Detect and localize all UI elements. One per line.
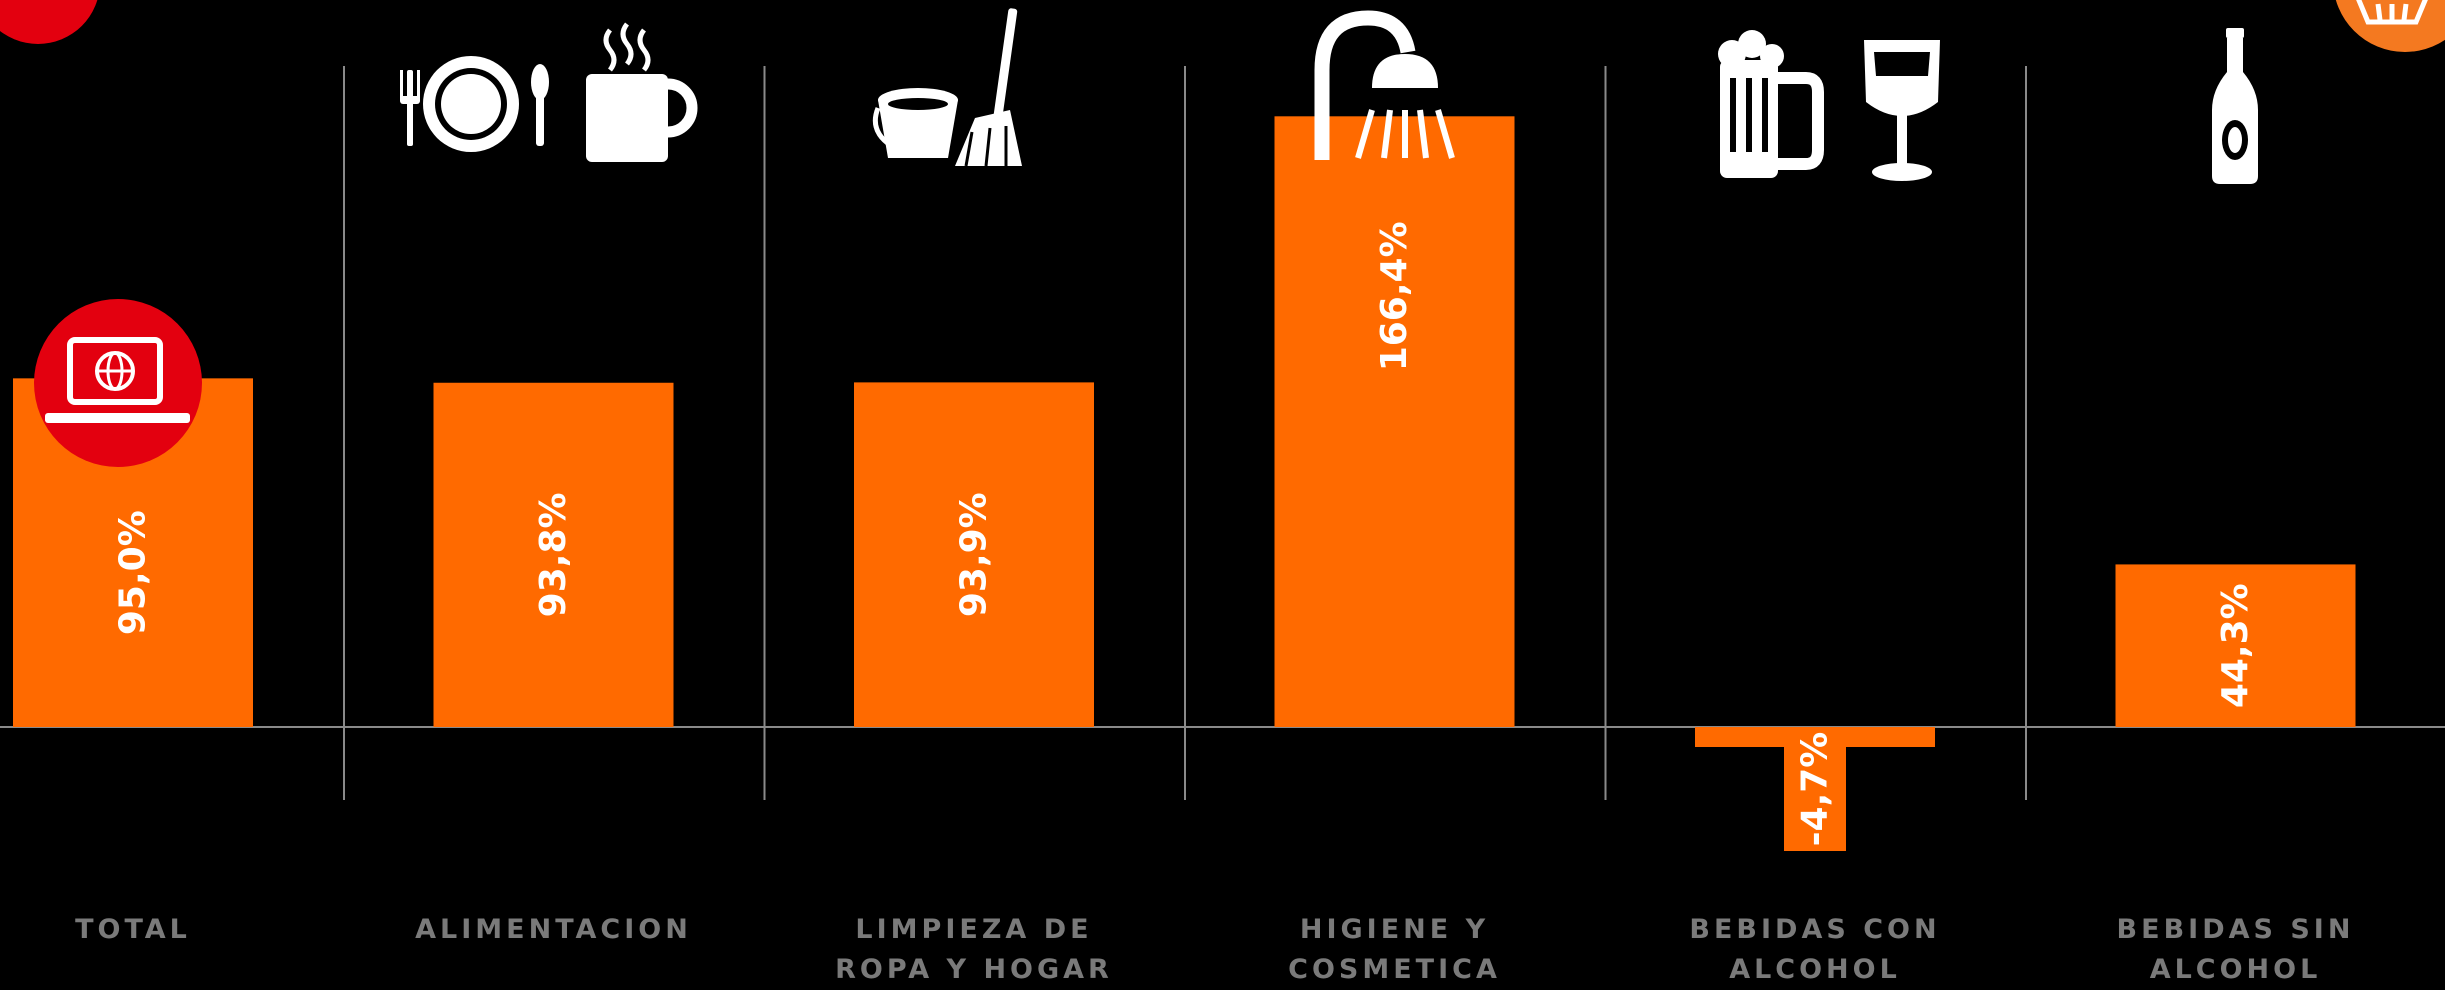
bar-3: [1274, 116, 1515, 727]
value-labels-group: 95,0% 93,8% 93,9% 166,4% -4,7% 44,3%: [113, 221, 2257, 846]
bar-1: [433, 382, 674, 727]
category-label-3: HIGIENE Y COSMETICA: [1288, 914, 1501, 985]
beer-wine-icon: [1718, 30, 1940, 181]
basket-icon: [2356, 0, 2428, 25]
bottle-icon: [2212, 28, 2258, 184]
value-label-4: -4,7%: [1795, 732, 1836, 847]
bucket-broom-icon: [872, 8, 1022, 167]
value-label-1: 93,8%: [533, 492, 574, 617]
plate-cutlery-cup-icon: [400, 22, 698, 162]
value-label-5: 44,3%: [2215, 583, 2256, 708]
value-label-2: 93,9%: [954, 492, 995, 617]
shower-icon: [1314, 10, 1455, 160]
bar-4: [1784, 727, 1846, 851]
value-label-0: 95,0%: [113, 510, 154, 635]
category-label-1: ALIMENTACION: [415, 914, 692, 945]
laptop-globe-icon: [34, 299, 202, 467]
category-label-4: BEBIDAS CON ALCOHOL: [1689, 914, 1941, 985]
bars-group: [13, 116, 2356, 851]
corner-orange-badge: [2335, 0, 2445, 52]
bar-5: [2115, 564, 2356, 727]
category-label-5: BEBIDAS SIN ALCOHOL: [2116, 914, 2355, 985]
value-label-3: 166,4%: [1374, 221, 1415, 371]
bar-2: [854, 382, 1094, 727]
corner-red-badge: [0, 0, 98, 44]
category-label-2: LIMPIEZA DE ROPA Y HOGAR: [835, 914, 1113, 985]
category-label-0: TOTAL: [75, 914, 191, 945]
column-dividers: [343, 66, 2027, 800]
